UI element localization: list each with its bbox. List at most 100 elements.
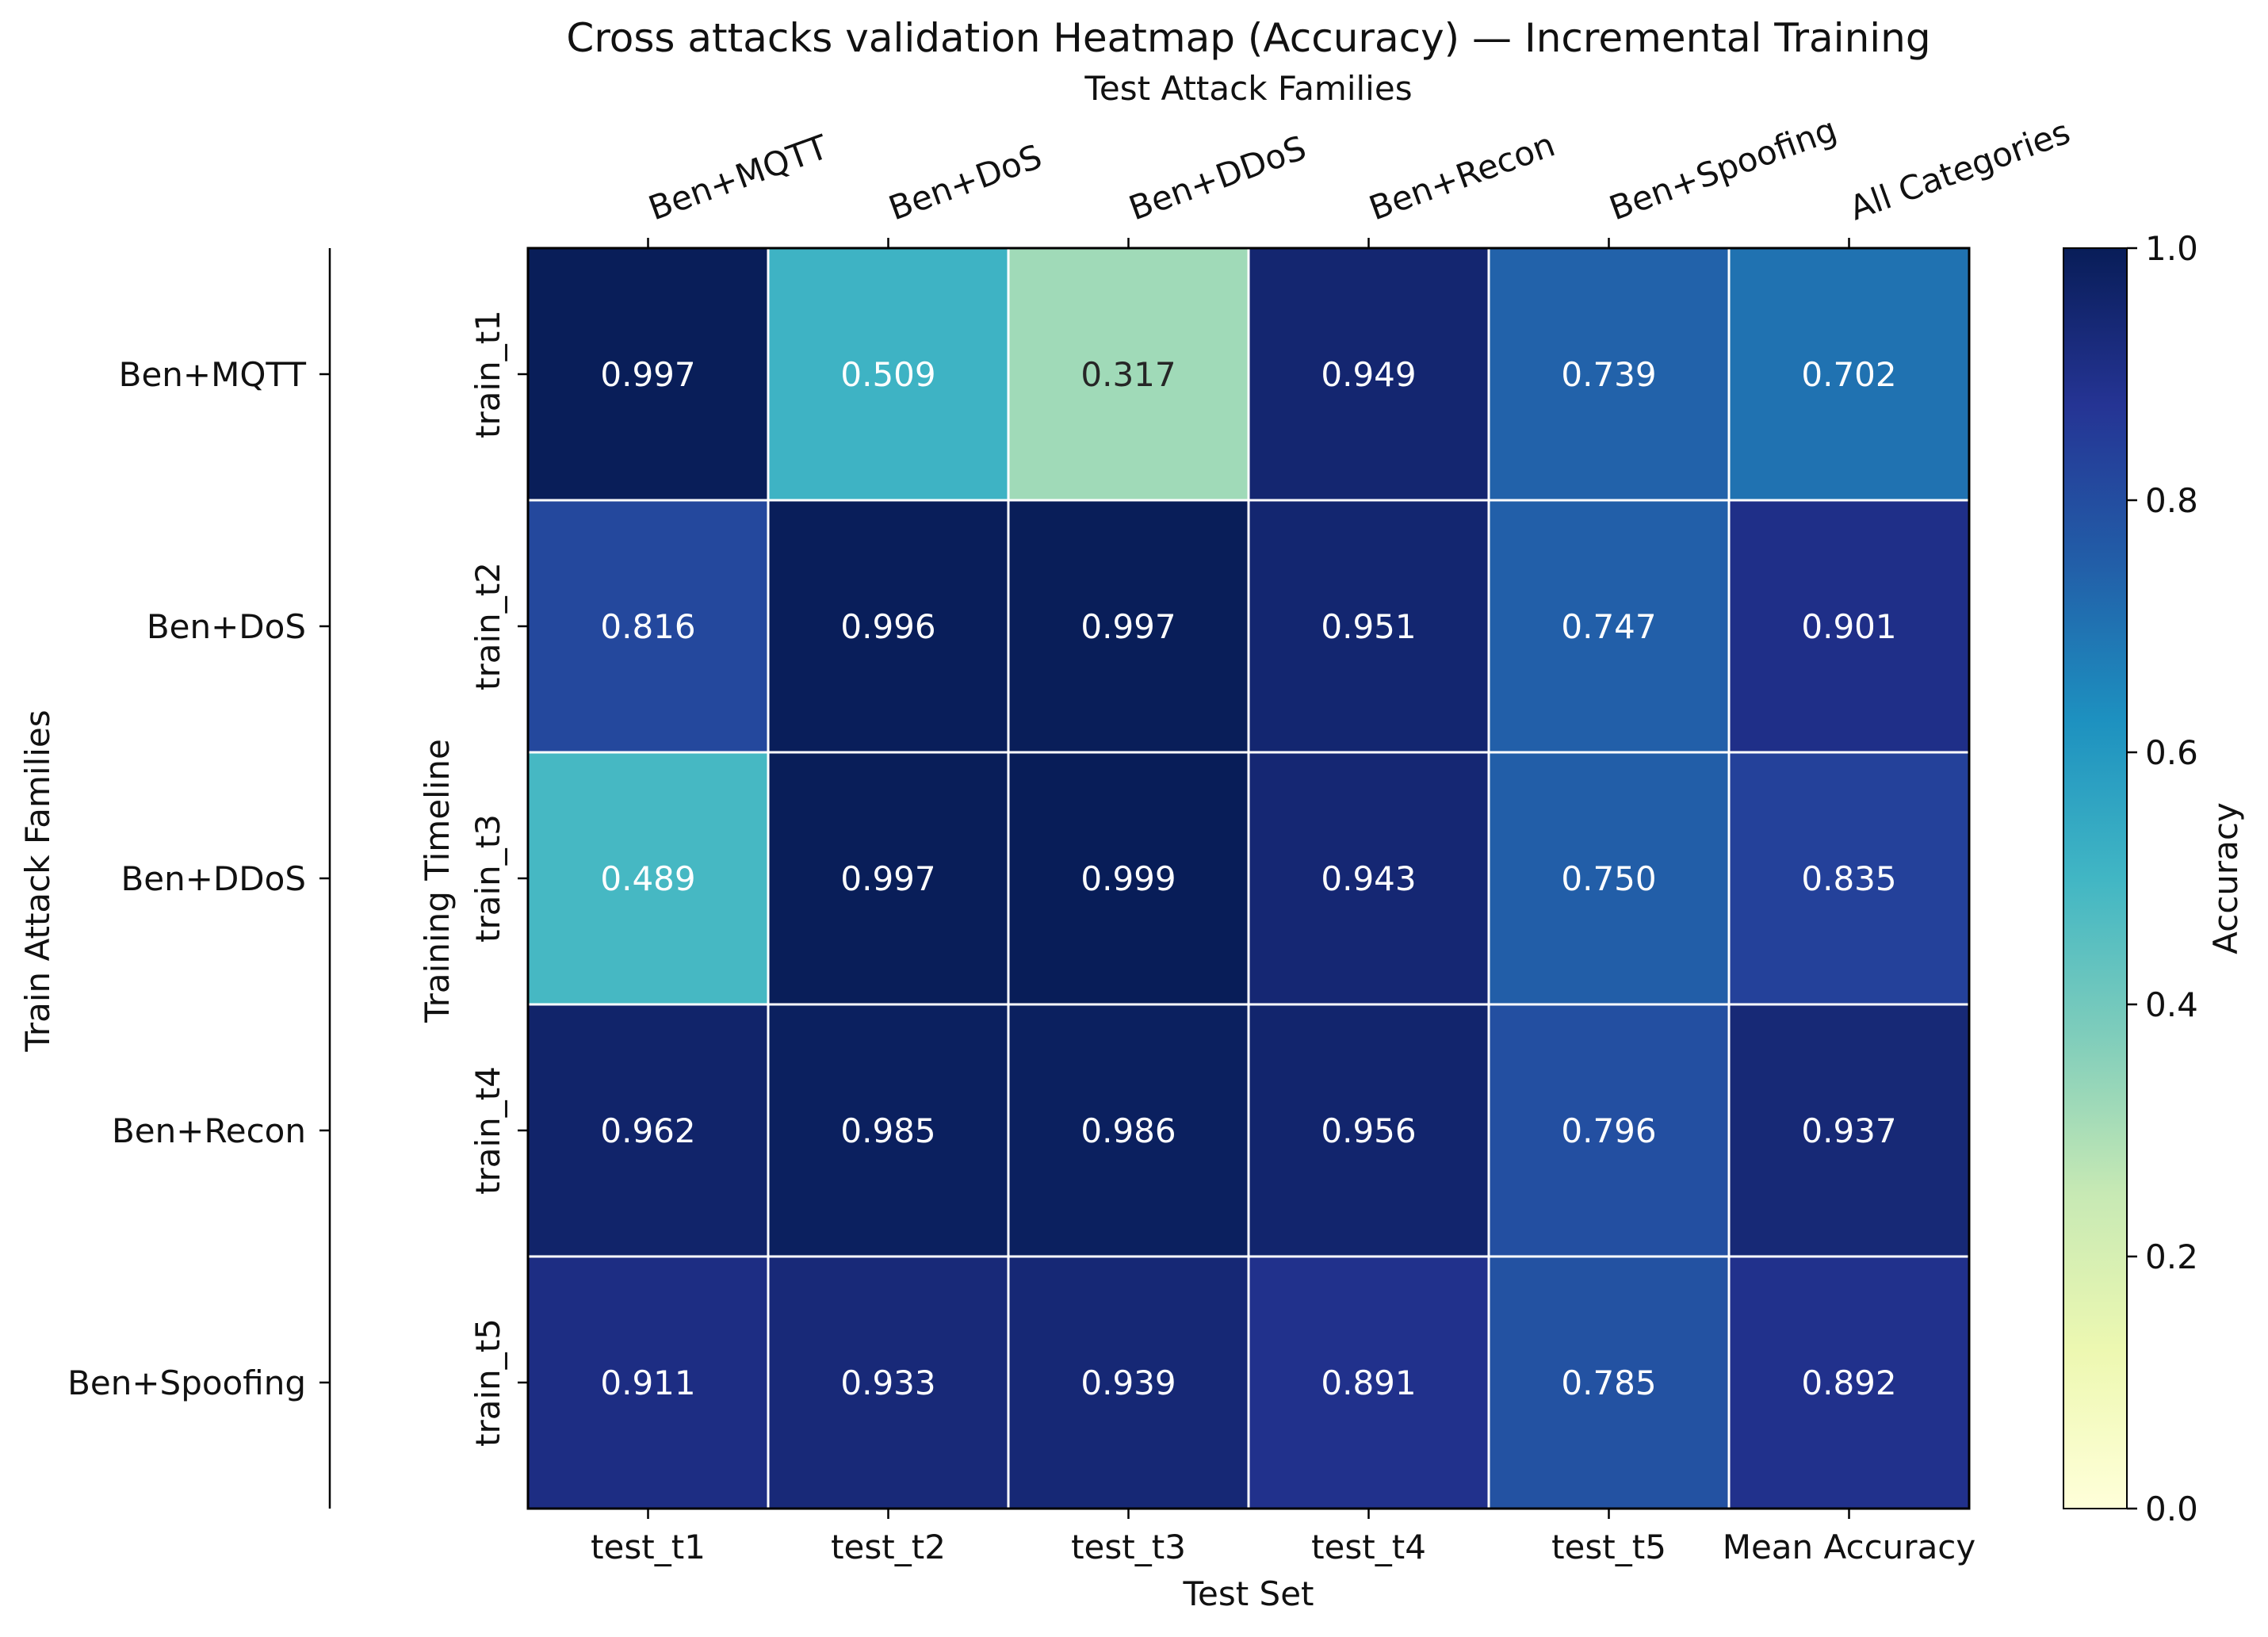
heatmap-cell [1247,1003,1490,1258]
heatmap-cell [526,1003,770,1258]
heatmap-cell-value: 0.949 [1321,355,1416,394]
heatmap-cell [1727,499,1971,754]
bottom-tick-marks [647,1509,1850,1519]
heatmap-cell-value: 0.997 [600,355,695,394]
heatmap-cell [1487,247,1731,502]
x-tick-label: test_t1 [591,1528,706,1566]
heatmap-cell-value: 0.739 [1561,355,1656,394]
heatmap-cell [526,247,770,502]
top-tick-label: Ben+Spoofing [1604,109,1842,228]
y-tick-label: train_t2 [469,562,507,690]
heatmap-cell [1727,751,1971,1006]
heatmap-cell-value: 0.943 [1321,859,1416,898]
heatmap-cell-value: 0.956 [1321,1111,1416,1150]
heatmap-cell-value: 0.892 [1801,1364,1896,1402]
heatmap-cell-value: 0.985 [840,1111,935,1150]
heatmap-cell-value: 0.939 [1080,1364,1176,1402]
heatmap-cell-value: 0.816 [600,607,695,646]
heatmap-cell [1247,499,1490,754]
heatmap-cell-value: 0.999 [1080,859,1176,898]
heatmap-cell [767,1003,1010,1258]
heatmap-cell [767,247,1010,502]
heatmap-cell [767,499,1010,754]
x-tick-label: Mean Accuracy [1723,1528,1976,1566]
heatmap-cell [526,1255,770,1510]
heatmap-cell [1487,1003,1731,1258]
top-tick-label: Ben+Recon [1364,125,1560,228]
heatmap-cell-value: 0.317 [1080,355,1176,394]
heatmap-cell-value: 0.796 [1561,1111,1656,1150]
colorbar-tick-label: 0.2 [2145,1237,2198,1276]
heatmap-cell [1007,1003,1250,1258]
heatmap-cell-value: 0.951 [1321,607,1416,646]
heatmap-cell-value: 0.891 [1321,1364,1416,1402]
colorbar-label: Accuracy [2206,802,2245,954]
heatmap-cell-value: 0.750 [1561,859,1656,898]
heatmap-cell-value: 0.986 [1080,1111,1176,1150]
outer-y-axis-title: Train Attack Families [18,709,57,1052]
heatmap-cell [526,751,770,1006]
top-tick-label: Ben+DoS [884,137,1047,228]
chart-title: Cross attacks validation Heatmap (Accura… [566,15,1930,61]
x-tick-label: test_t3 [1071,1528,1186,1566]
outer-y-tick-label: Ben+Spoofing [67,1364,306,1402]
heatmap-cell [1727,247,1971,502]
heatmap-cell-value: 0.962 [600,1111,695,1150]
heatmap-cell [1247,751,1490,1006]
heatmap-cell-value: 0.933 [840,1364,935,1402]
top-tick-marks [647,238,1850,248]
bottom-tick-labels: test_t1 test_t2 test_t3 test_t4 test_t5 … [591,1528,1975,1566]
heatmap-cell-value: 0.997 [840,859,935,898]
heatmap-cell [1007,751,1250,1006]
heatmap-cell [1487,751,1731,1006]
heatmap-cell-value: 0.911 [600,1364,695,1402]
outer-y-tick-labels: Ben+MQTT Ben+DoS Ben+DDoS Ben+Recon Ben+… [67,355,306,1402]
x-axis-title: Test Set [1182,1574,1314,1613]
heatmap-cell-value: 0.509 [840,355,935,394]
heatmap-cell-value: 0.702 [1801,355,1896,394]
x-tick-label: test_t4 [1311,1528,1426,1566]
colorbar [2063,247,2128,1509]
top-axis-title: Test Attack Families [1084,69,1412,108]
top-tick-label: Ben+DDoS [1124,128,1311,228]
heatmap-cells [526,247,1971,1510]
outer-y-tick-marks [319,373,330,1384]
colorbar-tick-marks [2127,247,2137,1510]
outer-y-tick-label: Ben+DoS [147,607,306,646]
inner-y-tick-marks [518,373,528,1384]
y-tick-label: train_t3 [469,814,507,943]
inner-y-tick-labels: train_t1 train_t2 train_t3 train_t4 trai… [469,310,507,1447]
colorbar-tick-label: 0.0 [2145,1490,2198,1528]
y-tick-label: train_t5 [469,1318,507,1447]
x-tick-label: test_t5 [1551,1528,1666,1566]
colorbar-tick-label: 0.6 [2145,733,2198,772]
colorbar-tick-label: 0.8 [2145,481,2198,520]
heatmap-cell-value: 0.489 [600,859,695,898]
heatmap-cell-value: 0.747 [1561,607,1656,646]
colorbar-tick-label: 0.4 [2145,985,2198,1024]
y-tick-label: train_t4 [469,1066,507,1195]
x-tick-label: test_t2 [831,1528,946,1566]
heatmap-cell [1007,1255,1250,1510]
heatmap-cell-value: 0.937 [1801,1111,1896,1150]
heatmap-cell [1247,1255,1490,1510]
top-tick-label: Ben+MQTT [644,127,833,228]
y-axis-title: Training Timeline [418,739,457,1023]
top-tick-labels: Ben+MQTT Ben+DoS Ben+DDoS Ben+Recon Ben+… [644,109,2075,228]
top-tick-label: All Categories [1845,113,2075,228]
colorbar-tick-label: 1.0 [2145,229,2198,268]
outer-y-tick-label: Ben+Recon [112,1111,306,1150]
y-tick-label: train_t1 [469,310,507,438]
outer-y-tick-label: Ben+DDoS [120,859,306,898]
heatmap-cell-value: 0.785 [1561,1364,1656,1402]
heatmap-cell [1247,247,1490,502]
heatmap-cell-value: 0.996 [840,607,935,646]
colorbar-tick-labels: 0.0 0.2 0.4 0.6 0.8 1.0 [2145,229,2198,1528]
heatmap-cell [1487,1255,1731,1510]
outer-y-tick-label: Ben+MQTT [119,355,307,394]
heatmap-cell-value: 0.901 [1801,607,1896,646]
heatmap-cell-value: 0.835 [1801,859,1896,898]
heatmap-cell-value: 0.997 [1080,607,1176,646]
